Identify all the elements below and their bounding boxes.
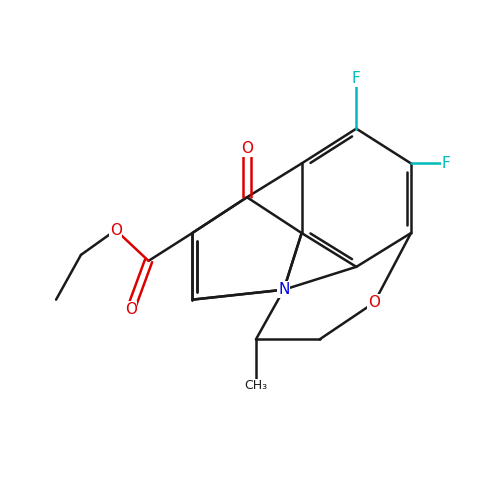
Text: O: O xyxy=(110,223,122,238)
Text: CH₃: CH₃ xyxy=(244,379,267,392)
Text: F: F xyxy=(352,71,361,86)
Text: N: N xyxy=(278,282,289,297)
Text: O: O xyxy=(368,295,380,310)
Text: O: O xyxy=(241,141,253,156)
Text: F: F xyxy=(442,156,450,171)
Text: O: O xyxy=(125,302,137,317)
